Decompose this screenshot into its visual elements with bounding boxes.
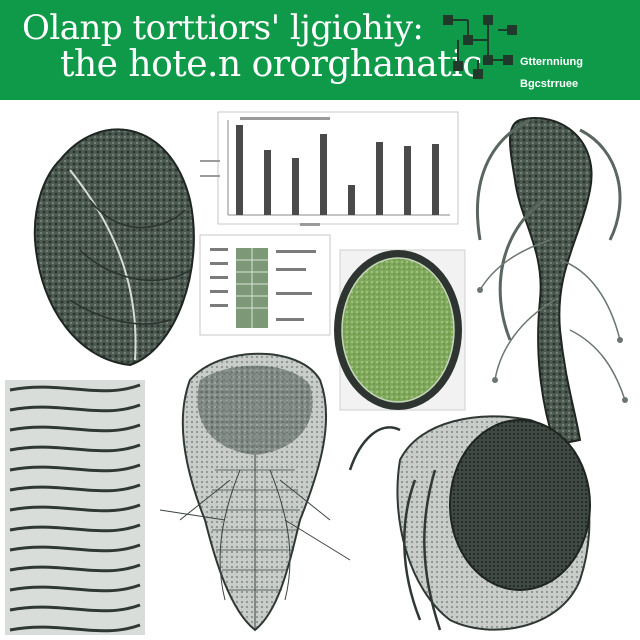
cross-section-illustration [159,352,351,632]
title-line-1: Olanp torttiors' ljgiohiy: [22,8,424,48]
seed-pod-illustration [348,415,591,631]
table-panel [199,234,331,336]
botanical-collage [5,111,628,635]
green-cell-illustration [334,249,466,411]
leaf-illustration [33,128,195,367]
molecule-icon [443,15,517,79]
title-line-2: the hote.n ororghanatic [60,44,482,85]
fiber-illustration [5,380,145,635]
stem-root-illustration [475,117,628,447]
title-banner: Olanp torttiors' ljgiohiy: the hote.n or… [0,0,640,100]
side-note-1: Gtternniung [520,56,583,68]
bar-chart-panel [200,111,459,226]
side-note-2: Bgcstrruee [520,78,579,90]
